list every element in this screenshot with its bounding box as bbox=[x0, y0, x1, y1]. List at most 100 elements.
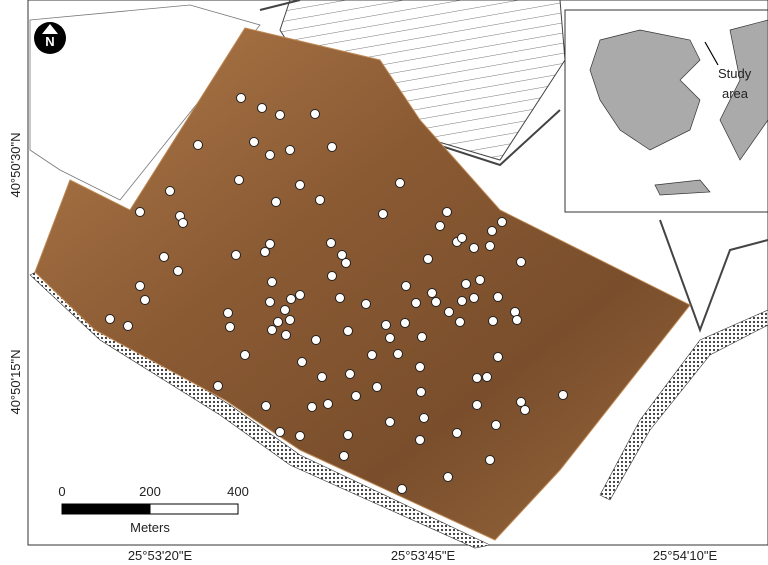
sample-point bbox=[458, 297, 467, 306]
sample-point bbox=[456, 318, 465, 327]
sample-point bbox=[312, 336, 321, 345]
sample-point bbox=[237, 94, 246, 103]
sample-point bbox=[344, 327, 353, 336]
sample-point bbox=[298, 358, 307, 367]
sample-point bbox=[492, 421, 501, 430]
sample-point bbox=[258, 104, 267, 113]
sample-point bbox=[268, 278, 277, 287]
sample-point bbox=[412, 299, 421, 308]
sample-point bbox=[266, 298, 275, 307]
sample-point bbox=[241, 351, 250, 360]
sample-point bbox=[272, 198, 281, 207]
sample-point bbox=[416, 363, 425, 372]
longitude-label: 25°53'45"E bbox=[391, 548, 456, 563]
sample-point bbox=[476, 276, 485, 285]
sample-point bbox=[286, 146, 295, 155]
sample-point bbox=[379, 210, 388, 219]
sample-point bbox=[166, 187, 175, 196]
sample-point bbox=[494, 293, 503, 302]
sample-point bbox=[453, 429, 462, 438]
sample-point bbox=[235, 176, 244, 185]
sample-point bbox=[136, 208, 145, 217]
latitude-label: 40°50'15"N bbox=[8, 349, 23, 414]
sample-point bbox=[266, 240, 275, 249]
sample-point bbox=[268, 326, 277, 335]
sample-point bbox=[428, 289, 437, 298]
sample-point bbox=[232, 251, 241, 260]
sample-point bbox=[559, 391, 568, 400]
sample-point bbox=[136, 282, 145, 291]
sample-point bbox=[282, 331, 291, 340]
sample-point bbox=[424, 255, 433, 264]
sample-point bbox=[266, 151, 275, 160]
sample-point bbox=[296, 291, 305, 300]
sample-point bbox=[517, 258, 526, 267]
inset-label: Study bbox=[718, 66, 752, 81]
sample-point bbox=[352, 392, 361, 401]
sample-point bbox=[386, 334, 395, 343]
sample-point bbox=[418, 333, 427, 342]
sample-point bbox=[473, 374, 482, 383]
sample-point bbox=[214, 382, 223, 391]
sample-point bbox=[470, 294, 479, 303]
sample-point bbox=[262, 402, 271, 411]
sample-point bbox=[420, 414, 429, 423]
sample-point bbox=[445, 308, 454, 317]
sample-point bbox=[401, 319, 410, 328]
sample-point bbox=[486, 456, 495, 465]
sample-point bbox=[124, 322, 133, 331]
sample-point bbox=[432, 298, 441, 307]
sample-point bbox=[224, 309, 233, 318]
sample-point bbox=[416, 436, 425, 445]
sample-point bbox=[373, 383, 382, 392]
sample-point bbox=[276, 111, 285, 120]
sample-point bbox=[194, 141, 203, 150]
sample-point bbox=[436, 222, 445, 231]
sample-point bbox=[362, 300, 371, 309]
sample-point bbox=[513, 316, 522, 325]
sample-point bbox=[308, 403, 317, 412]
sample-point bbox=[386, 418, 395, 427]
map: Study area N 0 200 400 Meters 25°53'20"E… bbox=[0, 0, 768, 565]
sample-point bbox=[470, 244, 479, 253]
sample-point bbox=[486, 242, 495, 251]
sample-point bbox=[398, 485, 407, 494]
sample-point bbox=[494, 353, 503, 362]
sample-point bbox=[444, 473, 453, 482]
sample-point bbox=[174, 267, 183, 276]
scale-tick-label: 200 bbox=[139, 484, 161, 499]
inset-label: area bbox=[722, 86, 749, 101]
sample-point bbox=[443, 208, 452, 217]
sample-point bbox=[417, 388, 426, 397]
latitude-label: 40°50'30"N bbox=[8, 132, 23, 197]
sample-point bbox=[382, 321, 391, 330]
map-frame: Study area N 0 200 400 Meters bbox=[28, 0, 768, 548]
sample-point bbox=[483, 373, 492, 382]
sample-point bbox=[276, 428, 285, 437]
sample-point bbox=[327, 239, 336, 248]
sample-point bbox=[368, 351, 377, 360]
sample-point bbox=[318, 373, 327, 382]
sample-point bbox=[316, 196, 325, 205]
sample-point bbox=[462, 280, 471, 289]
sample-point bbox=[344, 431, 353, 440]
longitude-label: 25°53'20"E bbox=[128, 548, 193, 563]
sample-point bbox=[106, 315, 115, 324]
scale-unit: Meters bbox=[130, 520, 170, 535]
sample-point bbox=[488, 227, 497, 236]
sample-point bbox=[342, 259, 351, 268]
sample-point bbox=[296, 181, 305, 190]
sample-point bbox=[340, 452, 349, 461]
sample-point bbox=[328, 143, 337, 152]
longitude-label: 25°54'10"E bbox=[653, 548, 718, 563]
sample-point bbox=[324, 400, 333, 409]
north-arrow: N bbox=[45, 34, 54, 49]
sample-point bbox=[402, 282, 411, 291]
sample-point bbox=[274, 318, 283, 327]
sample-point bbox=[296, 432, 305, 441]
sample-point bbox=[521, 406, 530, 415]
sample-point bbox=[396, 179, 405, 188]
sample-point bbox=[394, 350, 403, 359]
sample-point bbox=[160, 253, 169, 262]
sample-point bbox=[458, 234, 467, 243]
